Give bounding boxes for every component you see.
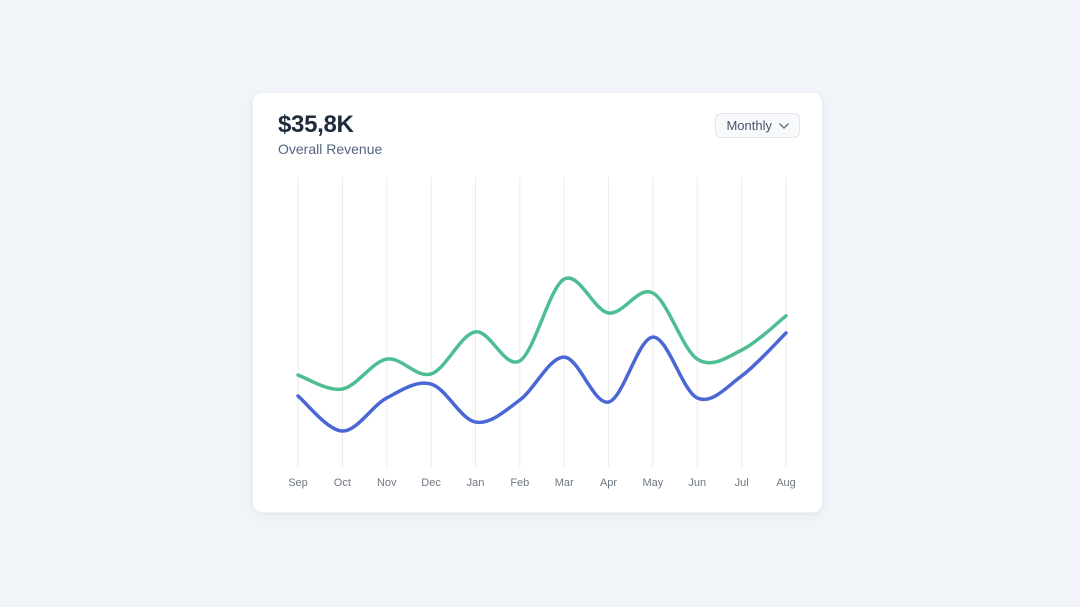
chevron-down-icon: [779, 122, 789, 129]
card-subtitle: Overall Revenue: [278, 141, 383, 157]
x-tick-label: Apr: [600, 477, 617, 489]
revenue-card: $35,8K Overall Revenue Monthly Sep Oct Nov…: [252, 92, 823, 513]
series-blue-line: [296, 331, 788, 433]
x-tick-label: Jan: [467, 477, 485, 489]
x-tick-label: Mar: [555, 477, 574, 489]
x-tick-label: Jun: [688, 477, 706, 489]
x-tick-label: Sep: [288, 477, 308, 489]
revenue-line-chart: Sep Oct Nov Dec Jan Feb Mar Apr May Jun Jul Aug: [288, 177, 796, 489]
x-tick-label: Feb: [510, 477, 529, 489]
period-dropdown[interactable]: Monthly: [715, 113, 800, 138]
series-green-line: [296, 276, 788, 391]
chart-gridlines: [297, 177, 787, 467]
revenue-total: $35,8K: [278, 111, 354, 138]
x-tick-label: Dec: [421, 477, 441, 489]
chart-month-labels: Sep Oct Nov Dec Jan Feb Mar Apr May Jun Jul Aug: [288, 477, 796, 489]
header-text-block: $35,8K Overall Revenue: [278, 111, 382, 159]
x-tick-label: Jul: [735, 477, 749, 489]
x-tick-label: Nov: [377, 477, 397, 489]
period-dropdown-label: Monthly: [726, 118, 772, 133]
chart-series-lines: [296, 276, 788, 433]
card-header: $35,8K Overall Revenue Monthly: [278, 111, 800, 159]
x-tick-label: Oct: [334, 477, 351, 489]
x-tick-label: Aug: [776, 477, 796, 489]
x-tick-label: May: [643, 477, 664, 489]
